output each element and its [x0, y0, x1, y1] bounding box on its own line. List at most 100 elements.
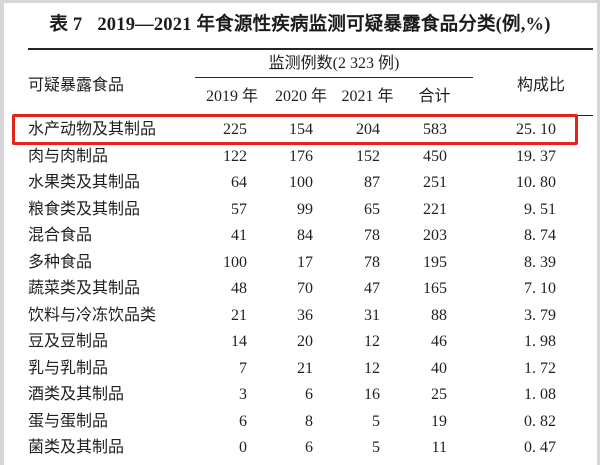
ratio-cell: 0. 82: [524, 412, 556, 430]
scan-edge-left: [0, 0, 4, 465]
column-header-2021: 2021 年: [341, 88, 394, 105]
ratio-cell: 1. 72: [524, 359, 556, 377]
food-cell: 水果类及其制品: [28, 174, 141, 191]
ratio-cell: 1. 08: [524, 386, 556, 403]
value-cell-2021: 31: [364, 306, 380, 324]
food-cell: 乳与乳制品: [28, 359, 109, 377]
column-header-2019: 2019 年: [205, 88, 258, 105]
value-cell-total: 583: [423, 121, 447, 138]
value-cell-2020: 84: [297, 227, 313, 244]
table-row: 豆及豆制品 14 20 12 46 1. 98: [28, 329, 593, 356]
value-cell-2021: 87: [364, 174, 380, 191]
value-cell-2021: 65: [364, 200, 380, 218]
value-cell-2021: 5: [372, 412, 380, 430]
value-cell-2019: 41: [231, 227, 247, 244]
value-cell-2019: 48: [231, 280, 247, 297]
value-cell-2021: 78: [364, 253, 380, 271]
value-cell-2020: 154: [289, 121, 313, 138]
value-cell-2021: 16: [364, 386, 380, 403]
food-cell: 豆及豆制品: [28, 333, 109, 350]
column-header-2020: 2020 年: [274, 88, 327, 105]
table-row: 乳与乳制品 7 21 12 40 1. 72: [28, 356, 593, 383]
column-group-header-cases: 监测例数(2 323 例): [195, 50, 473, 78]
value-cell-2021: 12: [364, 333, 380, 350]
ratio-cell: 9. 51: [524, 200, 556, 218]
value-cell-total: 88: [431, 306, 447, 324]
ratio-cell: 8. 74: [524, 227, 556, 244]
table-title: 表 7 2019—2021 年食源性疾病监测可疑暴露食品分类(例,%): [0, 10, 600, 36]
scan-edge-top: [0, 0, 600, 3]
value-cell-2021: 78: [364, 227, 380, 244]
value-cell-total: 46: [431, 333, 447, 350]
value-cell-total: 195: [423, 253, 447, 271]
value-cell-2019: 7: [239, 359, 247, 377]
highlight-box: [12, 114, 578, 145]
column-header-food: 可疑暴露食品: [28, 76, 125, 94]
scan-edge-right: [597, 0, 600, 465]
ratio-cell: 7. 10: [524, 280, 556, 297]
ratio-cell: 0. 47: [524, 439, 556, 456]
value-cell-2019: 6: [239, 412, 247, 430]
table-row: 肉与肉制品 122 176 152 450 19. 37: [28, 144, 593, 171]
value-cell-2020: 21: [297, 359, 313, 377]
value-cell-2020: 6: [305, 439, 313, 456]
value-cell-total: 40: [431, 359, 447, 377]
ratio-cell: 25. 10: [516, 121, 556, 138]
food-cell: 饮料与冷冻饮品类: [28, 306, 157, 324]
value-cell-total: 19: [431, 412, 447, 430]
value-cell-total: 450: [423, 147, 447, 165]
ratio-cell: 19. 37: [516, 147, 556, 165]
food-cell: 菌类及其制品: [28, 439, 125, 456]
food-cell: 蛋与蛋制品: [28, 412, 109, 430]
food-cell: 粮食类及其制品: [28, 200, 141, 218]
ratio-cell: 8. 39: [524, 253, 556, 271]
food-cell: 肉与肉制品: [28, 147, 109, 165]
table-title-text: 2019—2021 年食源性疾病监测可疑暴露食品分类(例,%): [97, 15, 551, 35]
food-cell: 蔬菜类及其制品: [28, 280, 141, 297]
table-row: 混合食品 41 84 78 203 8. 74: [28, 223, 593, 250]
table-row: 水产动物及其制品 225 154 204 583 25. 10: [28, 117, 593, 144]
table-row: 饮料与冷冻饮品类 21 36 31 88 3. 79: [28, 303, 593, 330]
value-cell-total: 203: [423, 227, 447, 244]
ratio-cell: 10. 80: [516, 174, 556, 191]
value-cell-total: 165: [423, 280, 447, 297]
value-cell-total: 25: [431, 386, 447, 403]
value-cell-2019: 57: [231, 200, 247, 218]
column-header-total: 合计: [418, 88, 451, 105]
value-cell-2021: 5: [372, 439, 380, 456]
value-cell-2019: 21: [231, 306, 247, 324]
value-cell-2021: 204: [356, 121, 380, 138]
value-cell-2021: 152: [356, 147, 380, 165]
food-cell: 多种食品: [28, 253, 93, 271]
table-row: 水果类及其制品 64 100 87 251 10. 80: [28, 170, 593, 197]
table-row: 酒类及其制品 3 6 16 25 1. 08: [28, 382, 593, 409]
value-cell-2019: 14: [231, 333, 247, 350]
table-row: 蛋与蛋制品 6 8 5 19 0. 82: [28, 409, 593, 436]
value-cell-2020: 6: [305, 386, 313, 403]
value-cell-2020: 99: [297, 200, 313, 218]
value-cell-2020: 17: [297, 253, 313, 271]
value-cell-2019: 0: [239, 439, 247, 456]
value-cell-total: 251: [423, 174, 447, 191]
value-cell-2021: 12: [364, 359, 380, 377]
food-cell: 混合食品: [28, 227, 93, 244]
ratio-cell: 1. 98: [524, 333, 556, 350]
value-cell-2020: 36: [297, 306, 313, 324]
value-cell-2020: 8: [305, 412, 313, 430]
value-cell-2019: 100: [223, 253, 247, 271]
value-cell-2019: 3: [239, 386, 247, 403]
value-cell-2019: 64: [231, 174, 247, 191]
column-header-ratio: 构成比: [516, 76, 565, 94]
value-cell-2020: 176: [289, 147, 313, 165]
value-cell-2019: 225: [223, 121, 247, 138]
table-body: 水产动物及其制品 225 154 204 583 25. 10 肉与肉制品 122 176 152…: [28, 117, 593, 462]
value-cell-2020: 20: [297, 333, 313, 350]
table-header: 可疑暴露食品 监测例数(2 323 例) 构成比 2019 年 2020 年 2…: [28, 48, 593, 116]
value-cell-total: 11: [431, 439, 447, 456]
food-cell: 水产动物及其制品: [28, 121, 157, 138]
table-title-label: 表 7: [49, 15, 83, 35]
table-row: 蔬菜类及其制品 48 70 47 165 7. 10: [28, 276, 593, 303]
ratio-cell: 3. 79: [524, 306, 556, 324]
value-cell-2021: 47: [364, 280, 380, 297]
